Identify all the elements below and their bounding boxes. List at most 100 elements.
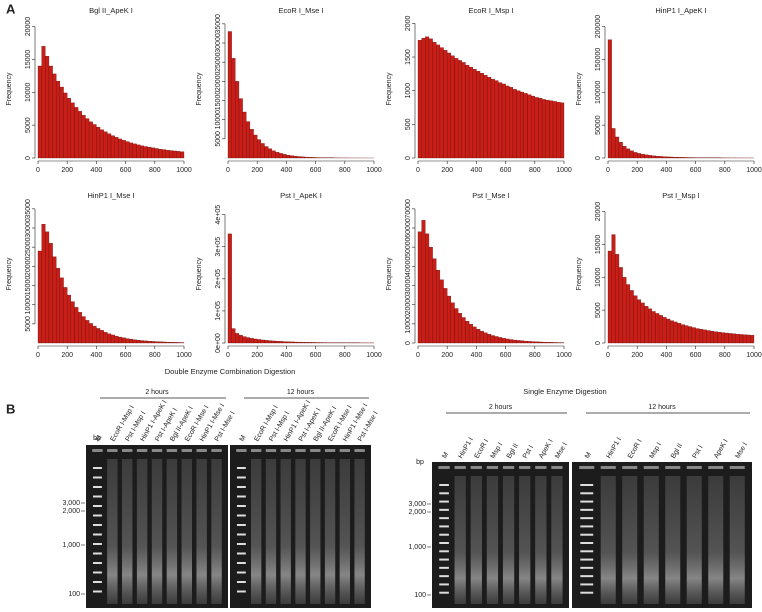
y-tick-label: 70000 — [405, 199, 412, 219]
well — [181, 449, 192, 452]
bar — [147, 147, 152, 159]
ladder-band — [439, 533, 449, 536]
ladder-band — [580, 484, 594, 486]
bar — [81, 115, 86, 159]
bar — [549, 342, 554, 344]
bar — [450, 302, 455, 344]
chart-title: EcoR I_Mse I — [278, 6, 323, 15]
lane-label: Pst I — [692, 444, 705, 460]
ladder-band — [580, 550, 594, 553]
lane-label: EcoR I — [474, 438, 491, 460]
bar — [78, 111, 82, 159]
x-tick-label: 800 — [339, 167, 351, 174]
lane-smear — [600, 476, 616, 604]
x-tick-label: 400 — [471, 167, 483, 174]
gel-image — [432, 462, 569, 608]
x-tick-label: 400 — [281, 352, 293, 359]
bar — [699, 329, 704, 344]
y-tick-label: 10000 — [25, 82, 32, 102]
bar — [257, 339, 262, 344]
bar — [85, 320, 90, 344]
well — [643, 466, 659, 469]
well — [354, 449, 365, 452]
bar — [257, 139, 262, 159]
y-tick-label: 25000 — [215, 52, 222, 72]
bar — [235, 333, 240, 344]
bar — [520, 340, 525, 344]
bar — [702, 329, 707, 344]
chart-title: EcoR I_Msp I — [468, 6, 513, 15]
bar — [644, 306, 649, 344]
bar — [432, 42, 437, 159]
bar — [607, 250, 612, 344]
bar — [99, 129, 104, 159]
bp-label: bp — [93, 435, 101, 442]
ladder-band — [92, 571, 102, 574]
size-label: 100 — [414, 592, 426, 599]
x-tick-label: 600 — [120, 167, 132, 174]
bar — [447, 295, 452, 344]
bar — [56, 268, 61, 344]
well — [324, 449, 336, 452]
bar — [468, 66, 473, 159]
bar — [227, 31, 232, 159]
x-tick-label: 0 — [226, 352, 230, 359]
bar — [523, 93, 528, 159]
bar — [633, 152, 638, 159]
well — [579, 466, 595, 469]
bar — [425, 233, 430, 344]
bar — [498, 82, 503, 159]
bar — [264, 340, 269, 344]
bar — [662, 317, 667, 344]
y-tick-label: 5000 — [25, 316, 32, 332]
x-tick-label: 600 — [690, 352, 702, 359]
bar — [140, 340, 144, 344]
bar — [706, 330, 711, 344]
bar — [110, 334, 115, 344]
x-tick-label: 200 — [251, 352, 263, 359]
bar — [457, 313, 462, 344]
y-tick-label: 40000 — [405, 256, 412, 276]
bar — [275, 152, 280, 159]
bar — [264, 146, 269, 159]
ladder-band — [580, 525, 594, 528]
size-label: 2,000 — [408, 509, 426, 516]
bar — [549, 100, 554, 159]
lane-label: M — [441, 451, 450, 460]
bar — [447, 52, 452, 159]
x-tick-label: 1000 — [556, 167, 572, 174]
lane-label: M — [95, 434, 104, 443]
ladder-band — [92, 514, 102, 517]
bar — [750, 335, 755, 344]
lane-label: Bgl II — [670, 443, 684, 460]
bar — [286, 154, 291, 159]
bar — [293, 341, 298, 344]
bar — [505, 338, 510, 344]
well — [454, 466, 466, 469]
y-tick-label: 20000 — [595, 202, 602, 222]
well — [438, 466, 450, 469]
bar — [242, 336, 247, 344]
bar — [633, 295, 638, 344]
well — [236, 449, 247, 452]
size-label: 2,000 — [62, 508, 80, 515]
x-tick-label: 800 — [339, 352, 351, 359]
bar — [67, 98, 71, 159]
bar — [129, 142, 134, 159]
y-tick-label: 1500 — [405, 49, 412, 65]
bar — [490, 79, 495, 159]
y-tick-label: 3e+05 — [215, 237, 222, 257]
bar — [150, 341, 155, 344]
ladder-band — [439, 500, 449, 503]
bar — [52, 256, 57, 344]
bar — [249, 129, 254, 159]
bar — [110, 135, 115, 159]
bar — [454, 308, 459, 344]
bar — [673, 321, 678, 344]
bar — [63, 92, 68, 159]
y-tick-label: 1000 — [405, 83, 412, 99]
bar — [465, 320, 470, 344]
ladder-band — [439, 550, 449, 553]
lane-smear — [324, 459, 336, 604]
y-tick-label: 100000 — [595, 81, 602, 104]
